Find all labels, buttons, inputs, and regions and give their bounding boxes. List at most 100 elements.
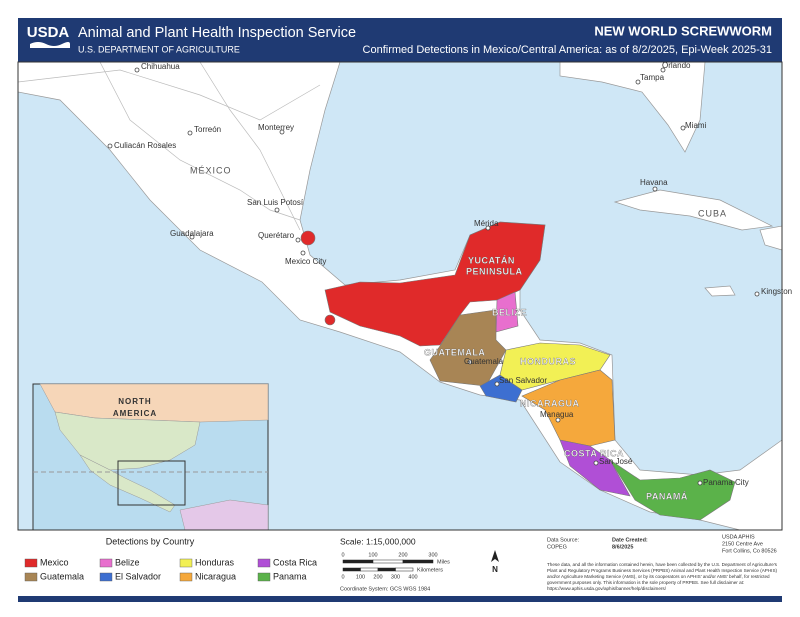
scale-tick: 300 <box>391 574 400 580</box>
data-source: COPEG <box>547 544 567 550</box>
data-source-label: Data Source: <box>547 537 580 543</box>
legend-label: El Salvador <box>115 571 161 581</box>
map-label: YUCATÁN <box>468 255 515 265</box>
florida <box>559 61 706 153</box>
legend-swatch <box>99 572 113 582</box>
legend-swatch <box>24 558 38 568</box>
map-label: COSTA RICA <box>564 448 624 458</box>
disclaimer: These data, and all the information cont… <box>547 562 778 591</box>
city-dots <box>107 67 760 486</box>
footer-band <box>18 596 782 602</box>
map-label: BELIZE <box>492 307 527 317</box>
belize-detections <box>495 291 519 333</box>
scale-tick: 100 <box>356 574 365 580</box>
city-dot <box>187 130 193 136</box>
map-label: Mérida <box>474 219 499 228</box>
scale-segment <box>402 559 434 564</box>
map-label: Panama City <box>703 478 749 487</box>
agency: Animal and Plant Health Inspection Servi… <box>78 25 356 41</box>
costa-rica-detections <box>559 439 631 497</box>
map-label: Kingston <box>761 287 792 296</box>
map-label: Querétaro <box>258 231 295 240</box>
us-border <box>17 69 321 121</box>
legend-swatch <box>179 572 193 582</box>
scale-segment <box>342 559 374 564</box>
city-dot <box>635 79 641 85</box>
inset-usa <box>54 411 201 471</box>
map-label: Havana <box>640 178 668 187</box>
legend-label: Panama <box>273 571 307 581</box>
state-borders <box>99 61 301 221</box>
inset-label: NORTH <box>118 397 151 406</box>
coordinate-system: Coordinate System: GCS WGS 1984 <box>340 586 430 592</box>
city-dot <box>652 186 658 192</box>
map-label: GUATEMALA <box>424 347 485 357</box>
title: NEW WORLD SCREWWORM <box>594 23 772 38</box>
legend-label: Guatemala <box>40 571 84 581</box>
map-label: Guatemala <box>464 357 504 366</box>
scale-unit: Miles <box>437 559 450 565</box>
north-arrow: N <box>491 550 499 574</box>
scale-tick: 0 <box>341 552 344 558</box>
legend-title: Detections by Country <box>106 536 195 546</box>
legend: Mexico Belize Honduras Costa Rica Guatemala E… <box>24 557 317 582</box>
map-label: HONDURAS <box>520 356 576 366</box>
legend-swatch <box>24 572 38 582</box>
legend-label: Honduras <box>195 557 235 567</box>
city-dot <box>494 381 500 387</box>
date-created-label: Date Created: <box>612 537 648 543</box>
scale-tick: 200 <box>373 574 382 580</box>
el-salvador-detections <box>479 374 523 403</box>
legend-label: Mexico <box>40 557 69 567</box>
map-label: San Luis Potosí <box>247 198 304 207</box>
legend-label: Costa Rica <box>273 557 317 567</box>
city-dot <box>279 129 285 135</box>
legend-label: Nicaragua <box>195 571 236 581</box>
map-label: San Salvador <box>499 376 547 385</box>
city-dot <box>754 291 760 297</box>
map-label: San José <box>599 457 633 466</box>
map-label: PANAMÁ <box>646 491 688 501</box>
scale-text: Scale: 1:15,000,000 <box>340 536 416 546</box>
city-dot <box>274 207 280 213</box>
address-line: 2150 Centre Ave <box>722 541 763 547</box>
address-line: Fort Collins, Co 80526 <box>722 548 777 554</box>
scale-segment <box>372 559 404 564</box>
legend-swatch <box>99 558 113 568</box>
inset-map: NORTH AMERICA <box>32 383 269 531</box>
inset-south-america <box>179 499 269 531</box>
city-dot <box>295 237 301 243</box>
city-dot <box>189 234 195 240</box>
map-label: Monterrey <box>258 123 294 132</box>
scale-segment <box>360 567 379 572</box>
legend-label: Belize <box>115 557 140 567</box>
address-line: USDA APHIS <box>722 534 755 540</box>
map-labels: Chihuahua Orlando Tampa Torreón Monterre… <box>114 61 792 501</box>
scale-segment <box>395 567 414 572</box>
legend-swatch <box>257 558 271 568</box>
jamaica <box>704 285 736 297</box>
inset-label: AMERICA <box>113 409 157 418</box>
scale-tick: 200 <box>398 552 407 558</box>
map-label: PENINSULA <box>466 266 523 276</box>
city-dot <box>593 460 599 466</box>
map-label: Culiacán Rosales <box>114 141 176 150</box>
queretaro-detection <box>300 230 316 246</box>
scale-tick: 0 <box>341 574 344 580</box>
department: U.S. DEPARTMENT OF AGRICULTURE <box>78 44 240 54</box>
panama-detections <box>609 459 736 521</box>
subtitle: Confirmed Detections in Mexico/Central A… <box>363 44 772 56</box>
map-label: Miami <box>685 121 707 130</box>
map-label: Tampa <box>640 73 665 82</box>
city-dot <box>697 480 703 486</box>
city-dot <box>107 143 113 149</box>
date-created: 8/6/2025 <box>612 544 633 550</box>
city-dot <box>467 359 473 365</box>
scale-unit: Kilometers <box>417 567 443 573</box>
inset-extent <box>117 460 186 506</box>
logo: USDA <box>27 24 70 41</box>
map-label: MÉXICO <box>190 165 232 175</box>
map-label: Torreón <box>194 125 221 134</box>
